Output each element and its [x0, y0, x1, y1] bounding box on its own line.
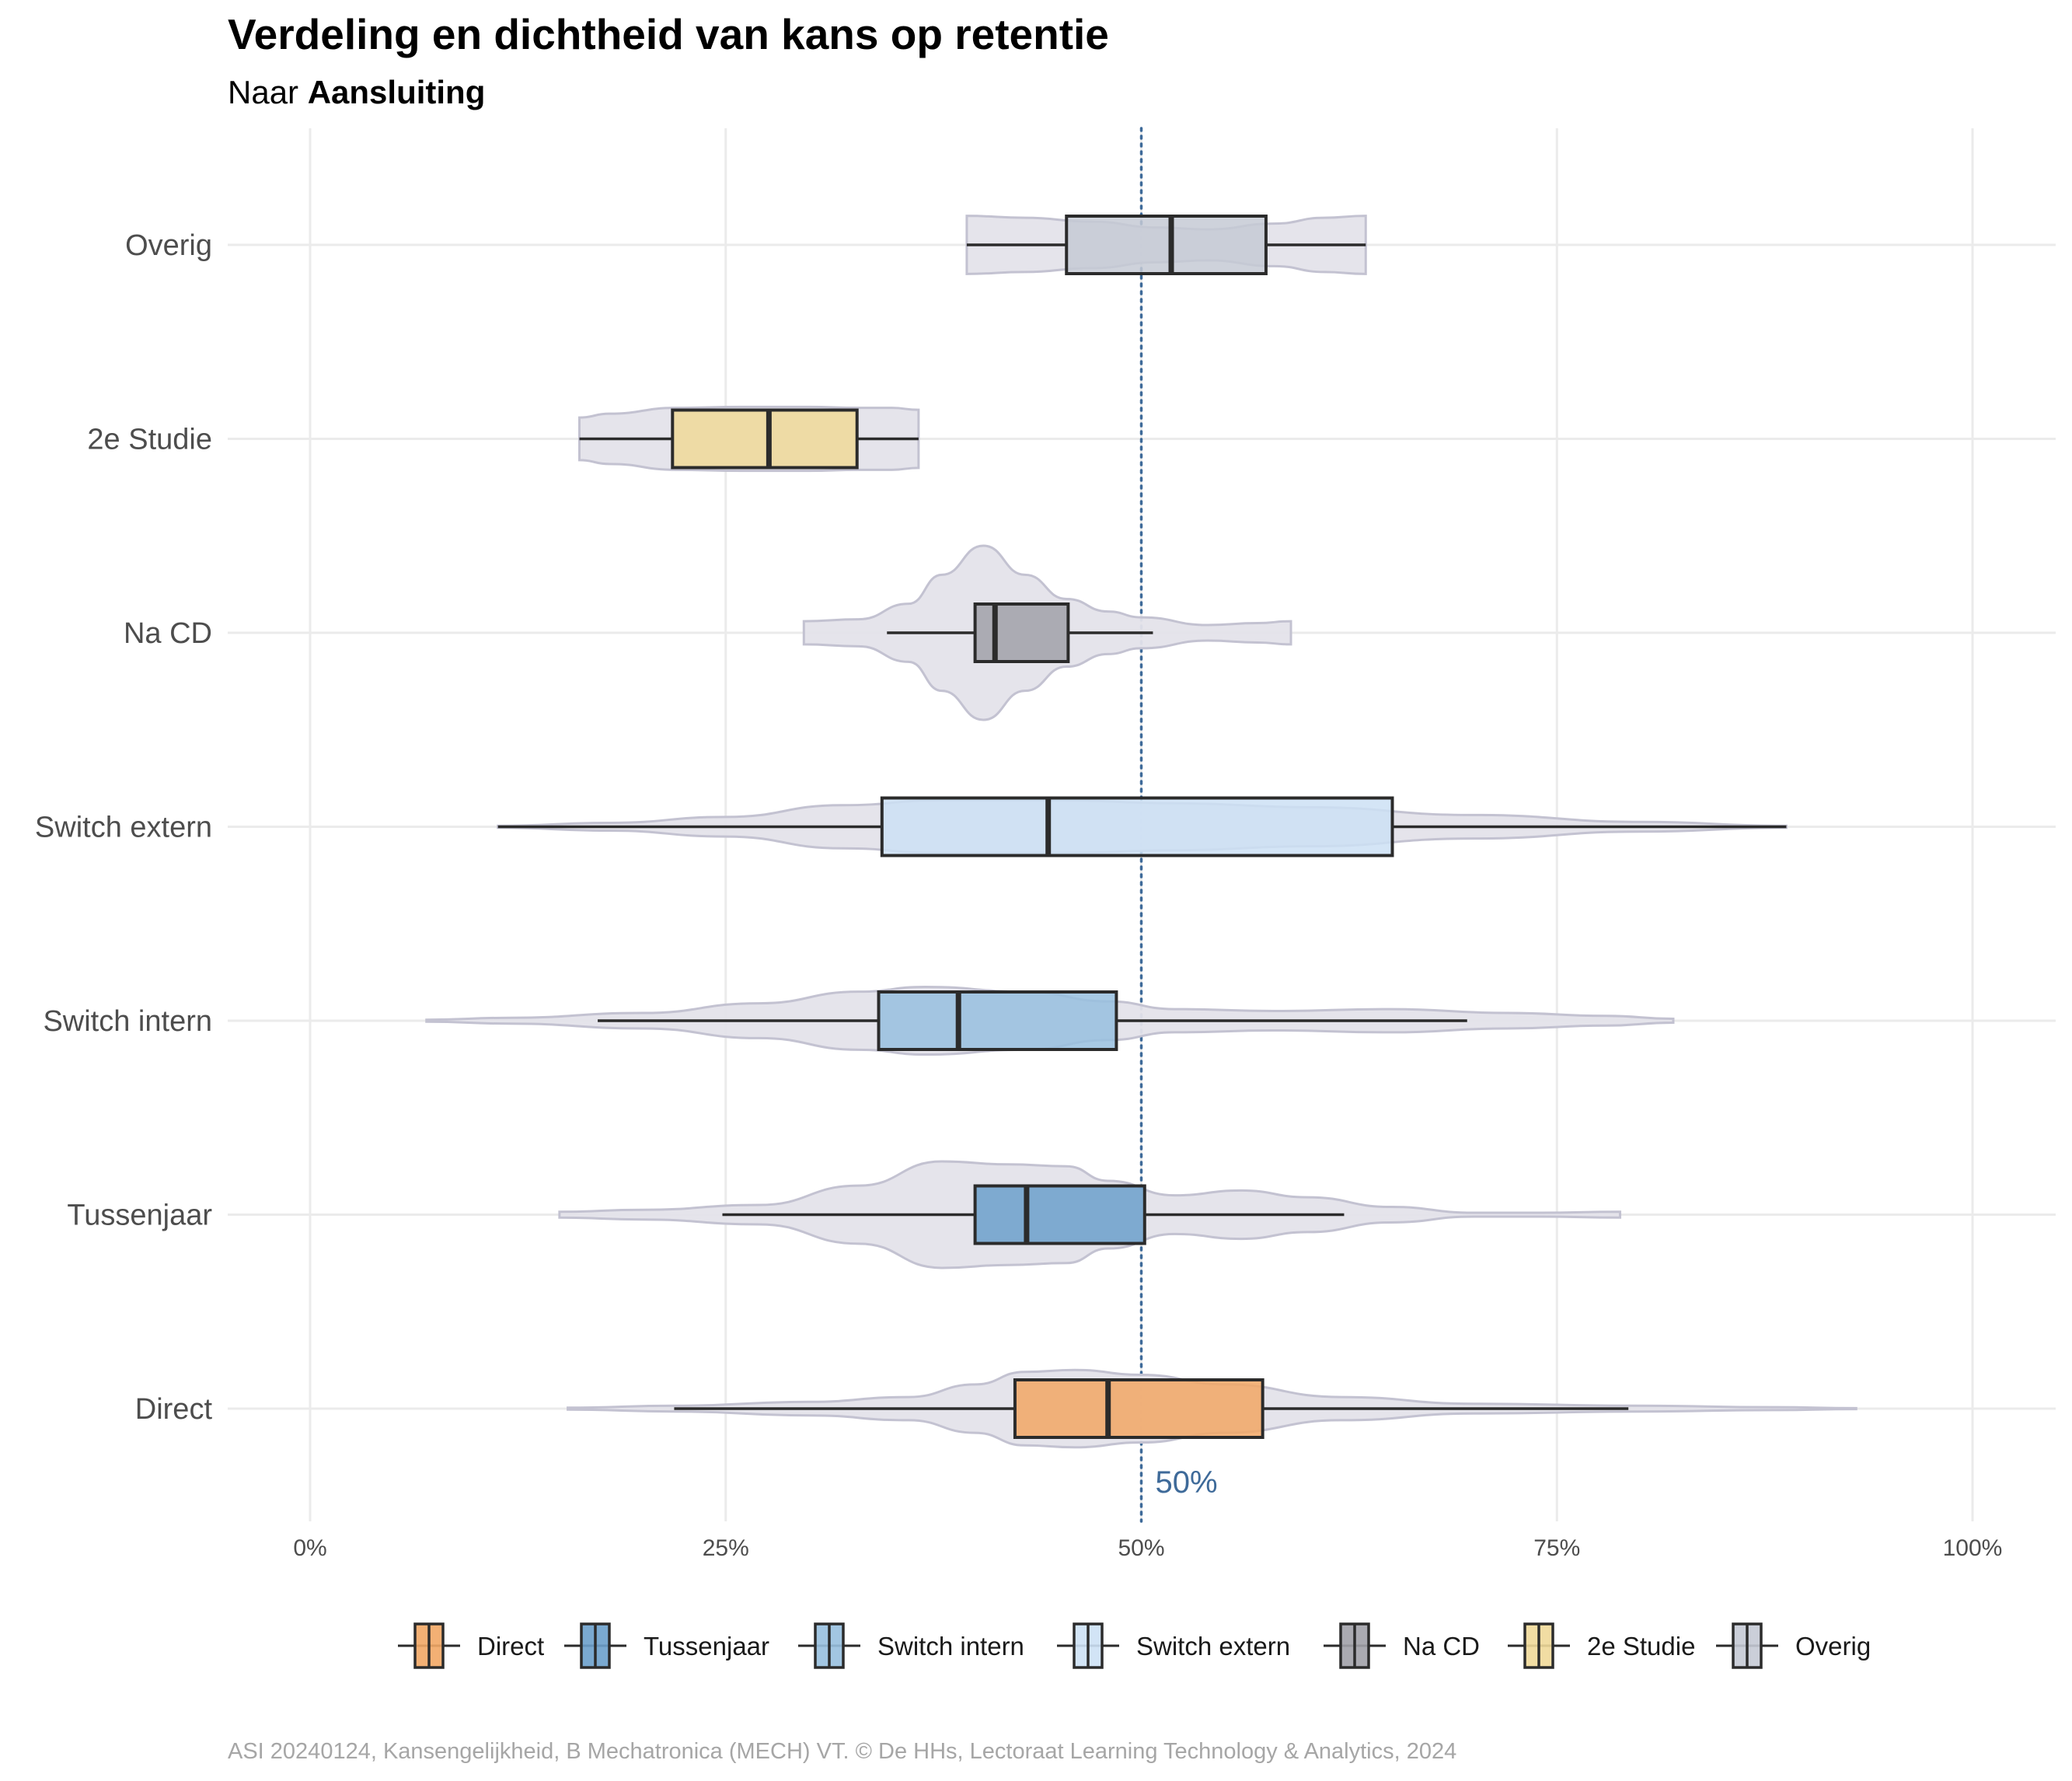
group-na-cd: [802, 544, 1292, 721]
legend-label-switch-intern: Switch intern: [877, 1632, 1024, 1661]
group-2e-studie: [578, 405, 920, 473]
legend-item-2e-studie: 2e Studie: [1508, 1622, 1695, 1669]
legend-label-na-cd: Na CD: [1403, 1632, 1480, 1661]
box-direct: [1013, 1378, 1264, 1439]
box-switch-intern: [877, 990, 1118, 1051]
legend-label-2e-studie: 2e Studie: [1587, 1632, 1695, 1661]
y-tick-label-switch-extern: Switch extern: [35, 812, 212, 844]
box-overig: [1065, 215, 1268, 275]
group-switch-extern: [497, 796, 1788, 857]
legend-item-switch-extern: Switch extern: [1057, 1622, 1290, 1669]
subtitle-prefix: Naar: [228, 74, 308, 110]
group-overig: [965, 215, 1367, 275]
x-tick-label-100: 100%: [1943, 1535, 2003, 1561]
box-switch-extern: [880, 796, 1394, 857]
legend: Direct Tussenjaar Switch intern Switch exte…: [398, 1622, 1871, 1669]
legend-item-na-cd: Na CD: [1324, 1622, 1480, 1669]
legend-label-direct: Direct: [477, 1632, 544, 1661]
box-tussenjaar: [973, 1184, 1146, 1245]
group-tussenjaar: [558, 1160, 1622, 1269]
y-tick-label-2e-studie: 2e Studie: [87, 424, 212, 456]
legend-item-direct: Direct: [398, 1622, 544, 1669]
violin-box-groups: [425, 215, 1857, 1449]
subtitle-emphasis: Aansluiting: [308, 74, 486, 110]
x-tick-label-50: 50%: [1118, 1535, 1164, 1561]
y-tick-label-direct: Direct: [135, 1393, 213, 1426]
legend-item-tussenjaar: Tussenjaar: [564, 1622, 769, 1669]
legend-item-overig: Overig: [1716, 1622, 1871, 1669]
x-tick-label-25: 25%: [703, 1535, 749, 1561]
box-2e-studie: [671, 408, 859, 470]
group-switch-intern: [425, 985, 1675, 1056]
legend-label-tussenjaar: Tussenjaar: [644, 1632, 769, 1661]
y-tick-label-overig: Overig: [125, 229, 212, 262]
legend-item-switch-intern: Switch intern: [798, 1622, 1024, 1669]
y-tick-label-switch-intern: Switch intern: [43, 1005, 212, 1038]
reference-line-label: 50%: [1156, 1465, 1218, 1500]
legend-label-switch-extern: Switch extern: [1136, 1632, 1290, 1661]
group-direct: [567, 1368, 1857, 1449]
chart-caption: ASI 20240124, Kansengelijkheid, B Mechat…: [228, 1739, 1456, 1764]
x-tick-label-0: 0%: [293, 1535, 326, 1561]
box-na-cd: [973, 602, 1070, 663]
chart-title: Verdeling en dichtheid van kans op reten…: [228, 10, 1109, 58]
y-tick-label-na-cd: Na CD: [124, 617, 212, 650]
legend-label-overig: Overig: [1795, 1632, 1871, 1661]
y-axis-labels: Overig 2e Studie Na CD Switch extern Switch …: [35, 229, 213, 1426]
x-tick-label-75: 75%: [1533, 1535, 1580, 1561]
x-axis-labels: 0% 25% 50% 75% 100%: [293, 1535, 2002, 1561]
chart-subtitle: Naar Aansluiting: [228, 74, 485, 110]
reference-line-group: 50%: [1139, 127, 1218, 1523]
y-tick-label-tussenjaar: Tussenjaar: [67, 1200, 212, 1232]
